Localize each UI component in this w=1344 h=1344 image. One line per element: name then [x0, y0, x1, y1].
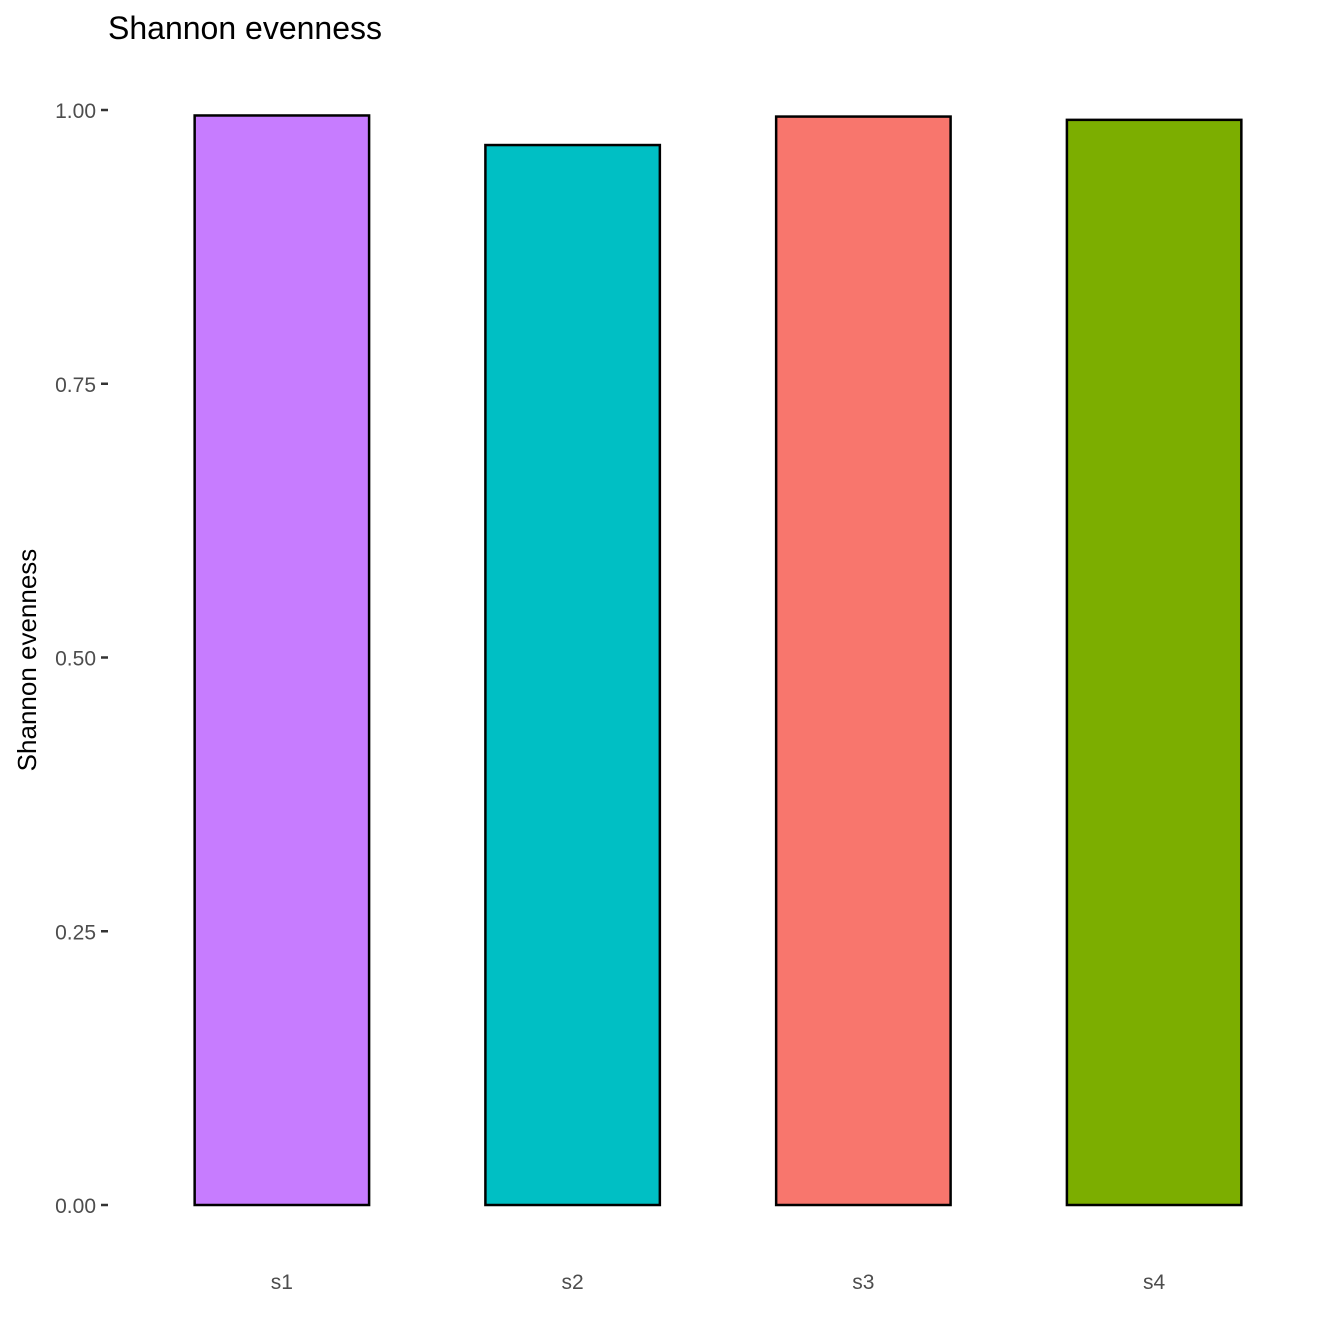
y-tick-label: 0.75: [55, 374, 96, 397]
y-tick-label: 0.50: [55, 648, 96, 671]
x-tick-label-s4: s4: [1143, 1271, 1166, 1294]
y-tick-label: 1.00: [55, 100, 96, 123]
bar-s2: [484, 143, 662, 1207]
chart-title: Shannon evenness: [108, 10, 382, 46]
y-tick-label: 0.25: [55, 921, 96, 944]
bars: [193, 114, 1243, 1207]
x-tick-label-s3: s3: [852, 1271, 874, 1294]
y-tick-label: 0.00: [55, 1195, 96, 1218]
x-tick-label-s1: s1: [271, 1271, 293, 1294]
bar-s4: [1065, 118, 1243, 1207]
x-tick-label-s2: s2: [562, 1271, 584, 1294]
y-axis-label: Shannon evenness: [12, 549, 42, 772]
bar-s3: [774, 115, 952, 1207]
x-axis-ticks: s1 s2 s3 s4: [271, 1271, 1166, 1294]
y-axis-ticks: 0.00 0.25 0.50 0.75 1.00: [55, 100, 108, 1218]
bar-s1: [193, 114, 371, 1207]
